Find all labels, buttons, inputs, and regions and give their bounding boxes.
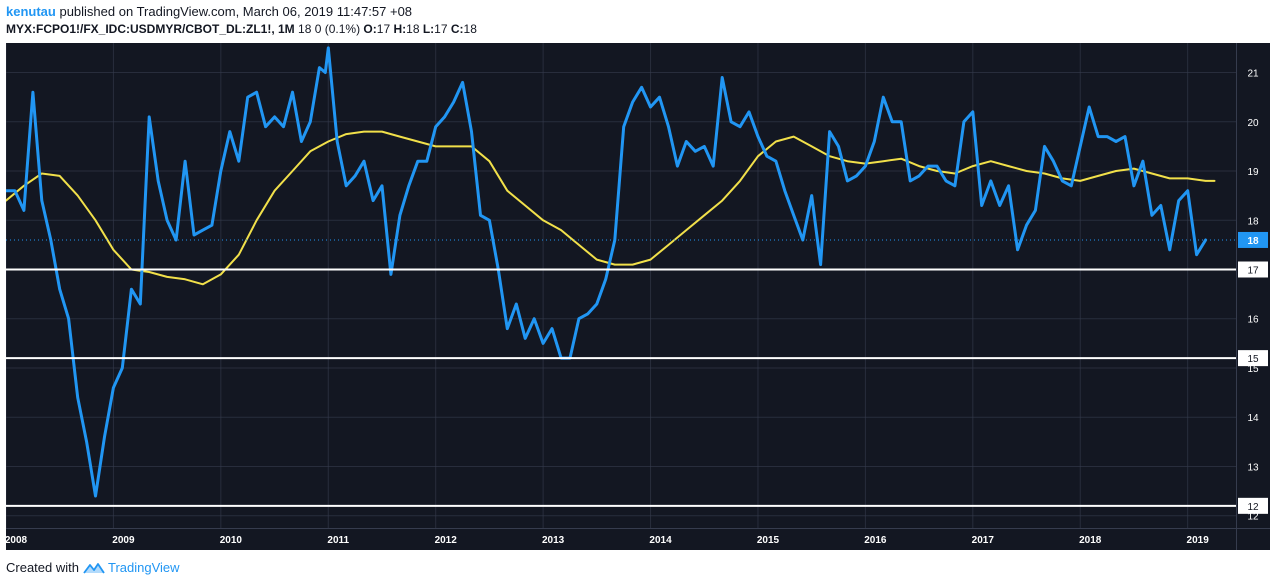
tradingview-logo-icon <box>83 562 105 574</box>
y-tick-label: 13 <box>1247 462 1259 473</box>
level-badge <box>1238 497 1268 514</box>
low-label: L: <box>422 22 435 36</box>
level-badge <box>1238 261 1268 278</box>
level-badge <box>1238 350 1268 367</box>
y-tick-label: 14 <box>1247 413 1259 424</box>
high-label: H: <box>393 22 407 36</box>
moving-average-line <box>5 130 1216 286</box>
quote-change: 18 0 (0.1%) <box>298 22 361 36</box>
x-tick-label: 2013 <box>542 535 565 546</box>
y-tick-label: 21 <box>1247 69 1259 80</box>
y-tick-label: 12 <box>1247 512 1259 523</box>
y-tick-label: 15 <box>1247 364 1259 375</box>
tradingview-brand-label: TradingView <box>107 560 180 575</box>
open-value: 17 <box>376 22 391 36</box>
last-price-label: 18 <box>1247 236 1259 247</box>
y-tick-label: 19 <box>1247 167 1259 178</box>
x-tick-label: 2017 <box>972 535 995 546</box>
x-tick-label: 2015 <box>757 535 780 546</box>
y-tick-label: 16 <box>1247 315 1259 326</box>
close-value: 18 <box>463 22 477 36</box>
created-with-text: Created with <box>6 560 79 575</box>
high-value: 18 <box>406 22 420 36</box>
y-tick-label: 18 <box>1247 216 1259 227</box>
x-tick-label: 2018 <box>1079 535 1102 546</box>
level-badge-label: 17 <box>1247 265 1259 276</box>
level-badge-label: 15 <box>1247 354 1259 365</box>
price-chart[interactable]: 2008 2009 2010 2011 2012 2013 2014 2015 2016 2017… <box>4 43 1270 550</box>
footer: Created with TradingView <box>6 560 180 575</box>
tradingview-brand[interactable]: TradingView <box>83 560 180 575</box>
x-tick-label: 2019 <box>1187 535 1210 546</box>
publish-line: kenutau published on TradingView.com, Ma… <box>6 4 412 19</box>
x-tick-label: 2014 <box>649 535 672 546</box>
x-tick-label: 2008 <box>6 535 28 546</box>
x-tick-label: 2010 <box>220 535 243 546</box>
y-tick-label: 20 <box>1247 118 1259 129</box>
x-tick-label: 2011 <box>327 535 349 546</box>
open-label: O: <box>363 22 377 36</box>
x-tick-label: 2012 <box>435 535 458 546</box>
symbol-name: MYX:FCPO1!/FX_IDC:USDMYR/CBOT_DL:ZL1!, 1… <box>6 22 295 36</box>
level-badge-label: 12 <box>1247 502 1259 513</box>
last-price-badge <box>1238 231 1268 248</box>
published-text: published on TradingView.com, March 06, … <box>59 4 413 19</box>
symbol-line: MYX:FCPO1!/FX_IDC:USDMYR/CBOT_DL:ZL1!, 1… <box>6 22 477 36</box>
x-tick-label: 2016 <box>864 535 887 546</box>
chart-background <box>6 43 1270 550</box>
author-name[interactable]: kenutau <box>6 4 56 19</box>
x-tick-label: 2009 <box>112 535 135 546</box>
close-label: C: <box>450 22 464 36</box>
low-value: 17 <box>434 22 448 36</box>
chart-area[interactable]: 2008 2009 2010 2011 2012 2013 2014 2015 2016 2017… <box>4 43 1270 550</box>
price-series-line <box>4 46 1208 498</box>
